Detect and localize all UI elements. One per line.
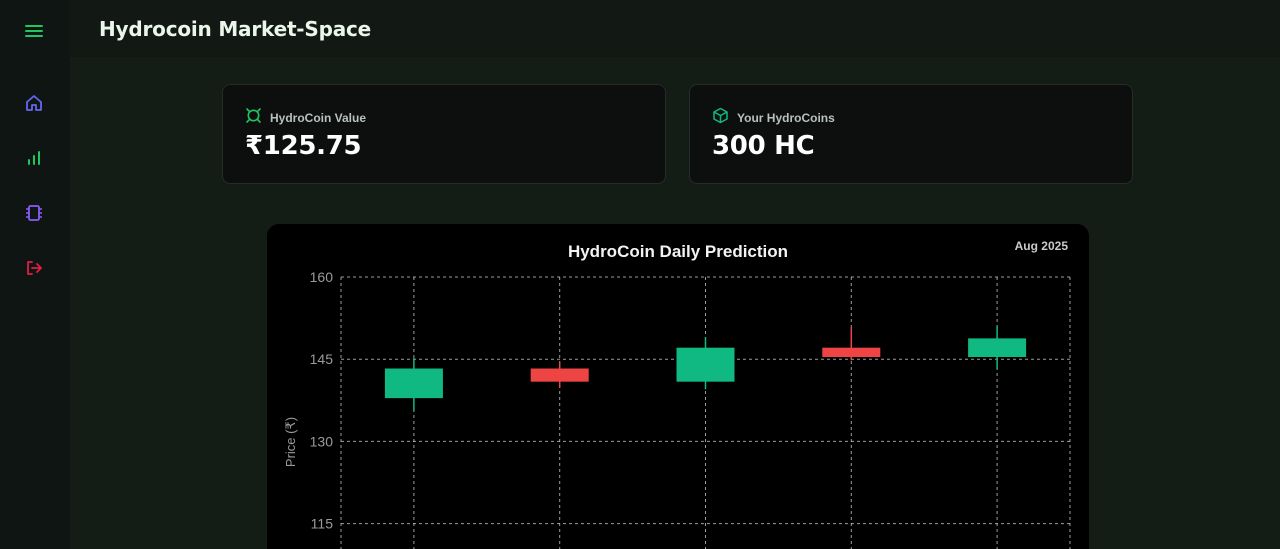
candle-body <box>822 347 881 358</box>
home-icon[interactable] <box>22 91 46 115</box>
sidebar <box>0 0 70 549</box>
hydrocoin-value: ₹125.75 <box>245 131 362 161</box>
y-tick-label: 160 <box>310 269 334 285</box>
chip-icon[interactable] <box>22 201 46 225</box>
logout-icon[interactable] <box>22 256 46 280</box>
prediction-chart-card: HydroCoin Daily Prediction Aug 2025 160 1… <box>267 224 1089 549</box>
coin-icon <box>245 107 262 128</box>
hydrocoin-value-card: HydroCoin Value ₹125.75 <box>222 84 666 184</box>
your-hydrocoins-card: Your HydroCoins 300 HC <box>689 84 1133 184</box>
hydrocoin-balance: 300 HC <box>712 131 815 161</box>
chart-title: HydroCoin Daily Prediction <box>567 242 789 261</box>
candle-body <box>968 338 1027 358</box>
chart-period: Aug 2025 <box>1014 239 1068 253</box>
app-title: Hydrocoin Market-Space <box>99 17 372 41</box>
candle-body <box>530 368 589 382</box>
stat-label: Your HydroCoins <box>737 110 835 125</box>
stat-label: HydroCoin Value <box>270 110 367 125</box>
candlestick-chart: 160 145 130 115 Price (₹) <box>283 269 1071 549</box>
candle-body <box>384 368 443 399</box>
bar-chart-icon[interactable] <box>22 146 46 170</box>
top-bar: Hydrocoin Market-Space <box>70 0 1280 59</box>
y-tick-label: 115 <box>311 516 334 532</box>
y-tick-label: 130 <box>310 433 334 449</box>
y-axis-label: Price (₹) <box>283 417 298 467</box>
y-tick-label: 145 <box>310 351 334 367</box>
cube-icon <box>712 107 729 128</box>
menu-icon[interactable] <box>22 19 46 43</box>
candle-body <box>676 347 735 382</box>
